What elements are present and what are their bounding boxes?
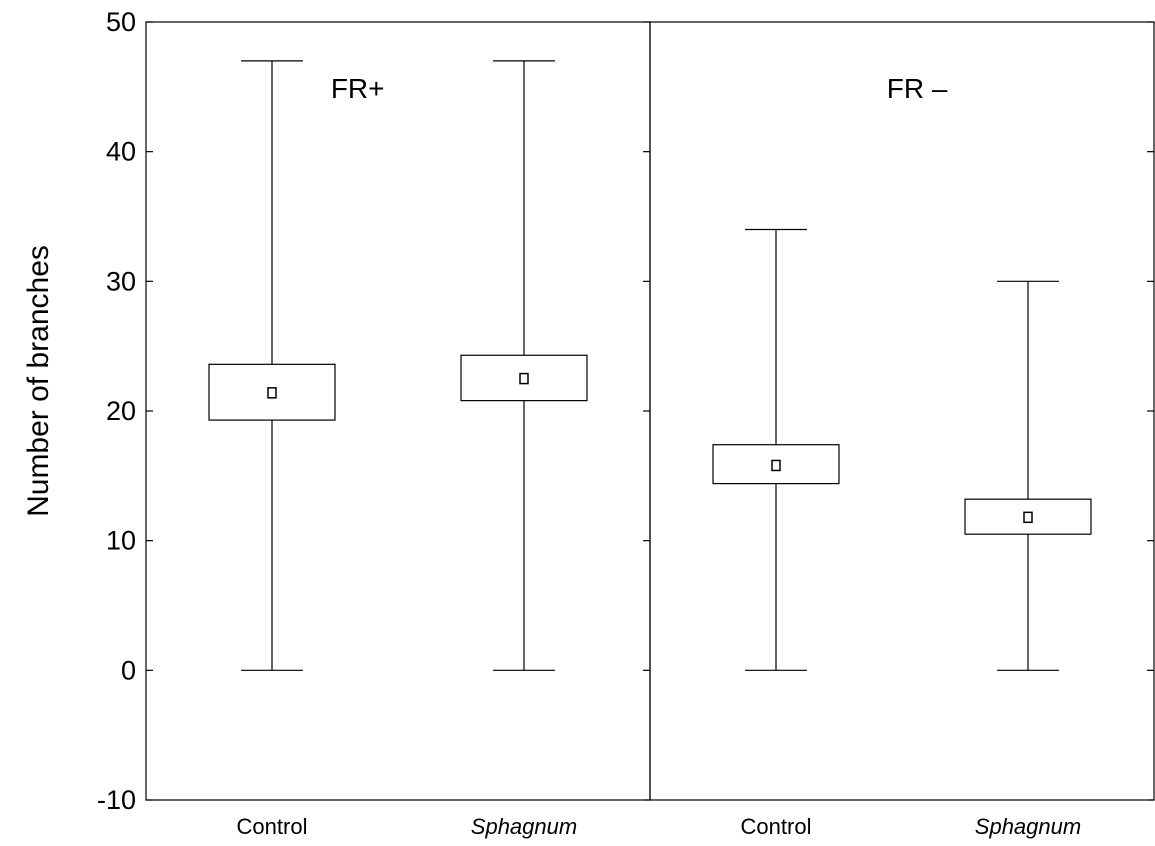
mean-marker — [519, 372, 529, 385]
box-group-sphagnum — [460, 60, 588, 671]
y-tick-label: 30 — [106, 266, 136, 296]
y-tick-label: 40 — [106, 137, 136, 167]
box-group-control — [208, 60, 336, 671]
mean-marker — [771, 459, 781, 472]
plot-area: -10 0 10 20 30 40 50 FR+ Control Sphagnum FR – Cont… — [97, 7, 1155, 839]
y-tick-label: 20 — [106, 396, 136, 426]
y-axis-title: Number of branches — [22, 245, 55, 517]
x-category-label: Control — [741, 814, 812, 839]
x-category-label: Sphagnum — [471, 814, 577, 839]
box — [460, 354, 588, 402]
y-tick-label: 0 — [121, 655, 136, 685]
x-category-label: Control — [237, 814, 308, 839]
x-category-label: Sphagnum — [975, 814, 1081, 839]
box-group-sphagnum — [964, 280, 1092, 671]
mean-marker — [267, 387, 277, 399]
y-tick-label: -10 — [97, 785, 136, 815]
box-group-control — [712, 228, 840, 671]
box — [964, 498, 1092, 535]
mean-marker — [1023, 511, 1033, 524]
panel-label: FR – — [887, 73, 948, 104]
panel-label: FR+ — [331, 73, 385, 104]
panel-frame — [649, 21, 1155, 801]
y-tick-label: 10 — [106, 526, 136, 556]
y-tick-label: 50 — [106, 7, 136, 37]
